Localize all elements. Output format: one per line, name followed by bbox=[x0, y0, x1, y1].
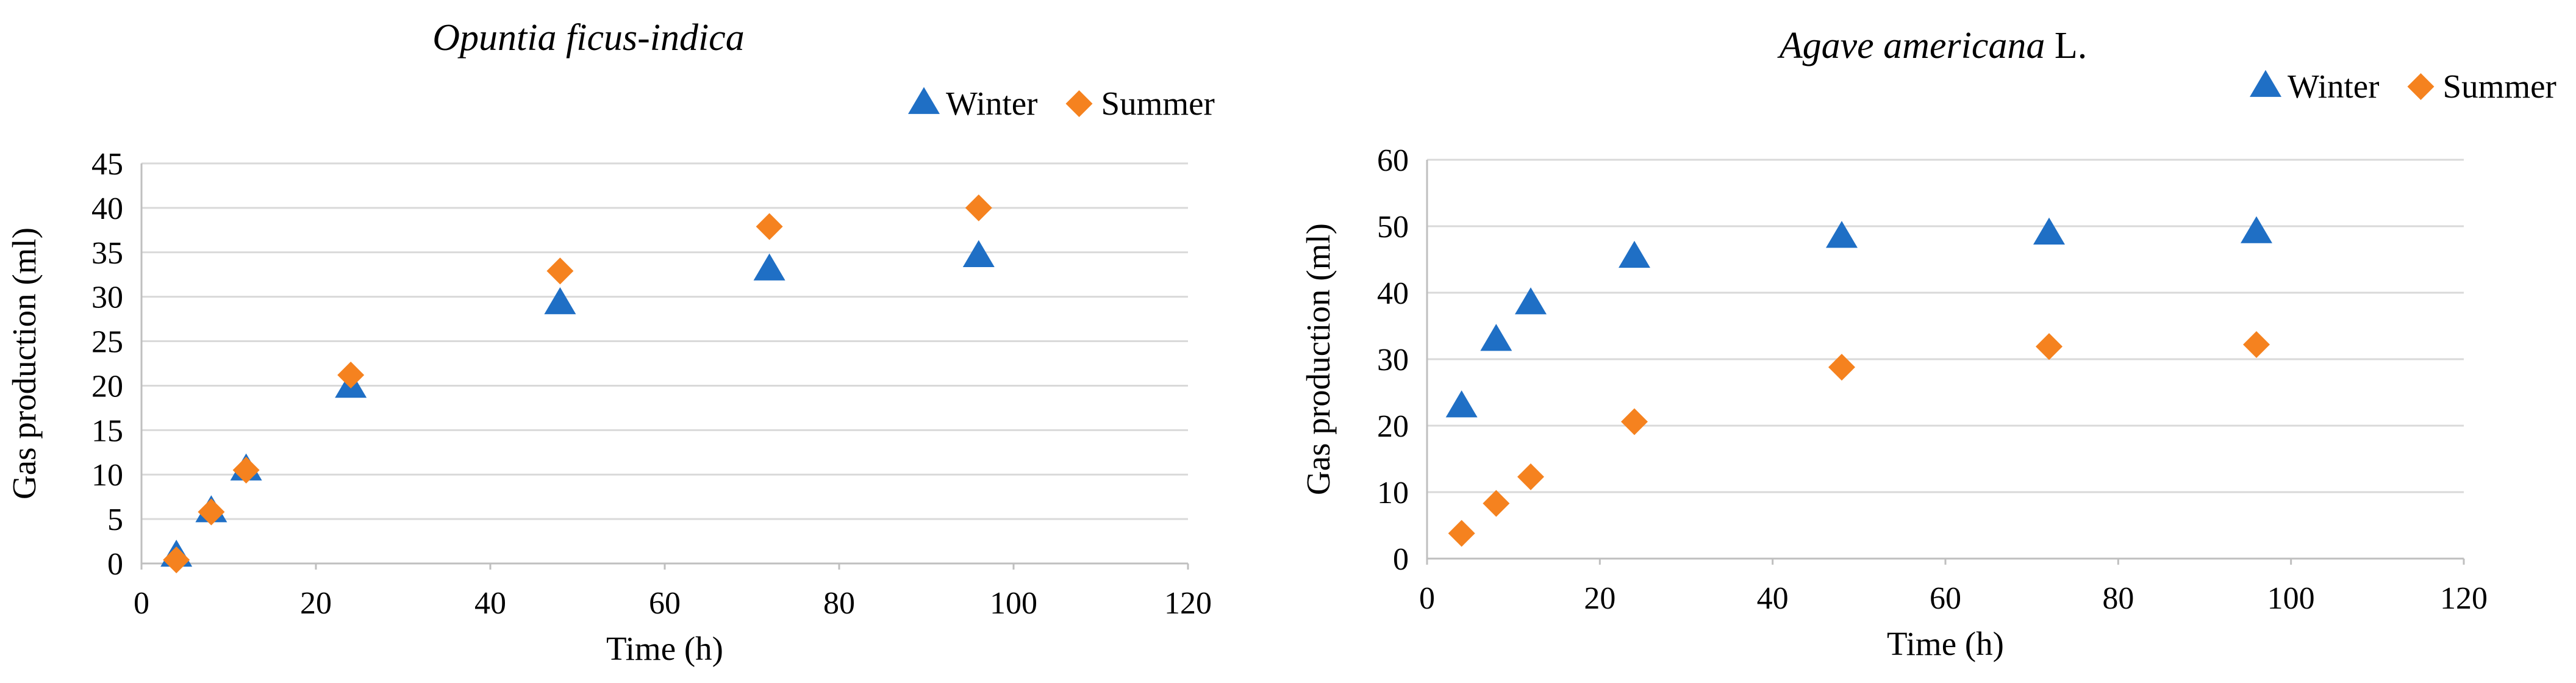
point-summer bbox=[198, 498, 225, 526]
point-winter bbox=[962, 240, 995, 267]
point-summer bbox=[1621, 408, 1648, 435]
x-tick-label: 100 bbox=[990, 586, 1037, 621]
legend-label-summer: Summer bbox=[2443, 68, 2556, 105]
point-summer bbox=[756, 213, 783, 240]
legend-marker-winter bbox=[908, 87, 940, 114]
y-axis-label: Gas production (ml) bbox=[1300, 223, 1337, 495]
y-tick-label: 30 bbox=[1377, 343, 1409, 377]
legend-marker-winter bbox=[2250, 70, 2281, 97]
x-tick-label: 80 bbox=[2102, 581, 2134, 616]
y-axis-label: Gas production (ml) bbox=[5, 227, 43, 499]
y-tick-label: 5 bbox=[107, 502, 123, 537]
chart-title: Opuntia ficus-indica bbox=[432, 17, 744, 59]
x-tick-label: 60 bbox=[649, 586, 681, 621]
point-winter bbox=[1445, 390, 1478, 418]
point-winter bbox=[1826, 221, 1858, 248]
series-summer bbox=[1448, 331, 2270, 547]
point-summer bbox=[1483, 490, 1510, 517]
point-summer bbox=[2243, 331, 2270, 359]
x-tick-label: 20 bbox=[300, 586, 332, 621]
legend-label-winter: Winter bbox=[946, 85, 1038, 122]
legend: Winter Summer bbox=[2250, 68, 2556, 105]
x-tick-label: 20 bbox=[1584, 581, 1615, 616]
y-tick-label: 0 bbox=[1393, 542, 1409, 577]
y-tick-label: 15 bbox=[91, 413, 123, 448]
legend-label-winter: Winter bbox=[2288, 68, 2380, 105]
y-tick-label: 10 bbox=[91, 458, 123, 493]
point-summer bbox=[232, 456, 260, 484]
x-axis-label: Time (h) bbox=[606, 630, 723, 667]
point-winter bbox=[1480, 324, 1512, 351]
legend-marker-summer bbox=[2407, 73, 2435, 100]
point-winter bbox=[2241, 216, 2272, 243]
y-tick-label: 45 bbox=[91, 147, 123, 182]
x-axis-label: Time (h) bbox=[1887, 625, 2004, 662]
x-tick-label: 120 bbox=[1164, 586, 1212, 621]
point-summer bbox=[1517, 463, 1544, 490]
point-winter bbox=[1619, 240, 1650, 268]
point-summer bbox=[1828, 354, 1855, 381]
series-summer bbox=[163, 194, 992, 574]
chart-title: Agave americana L. bbox=[1777, 25, 2087, 66]
y-tick-label: 25 bbox=[91, 325, 123, 360]
y-tick-label: 40 bbox=[91, 191, 123, 226]
point-winter bbox=[2033, 217, 2065, 245]
x-tick-label: 60 bbox=[1930, 581, 1961, 616]
point-summer bbox=[163, 546, 190, 574]
y-tick-label: 60 bbox=[1377, 143, 1409, 178]
series-winter bbox=[1445, 216, 2272, 418]
chart-2: Agave americana L. 0 10 20 30 40 50 60 0 20 40 60 80… bbox=[1300, 25, 2556, 662]
x-tick-label: 40 bbox=[474, 586, 506, 621]
y-tick-label: 20 bbox=[91, 369, 123, 404]
y-tick-label: 50 bbox=[1377, 210, 1409, 245]
series-winter bbox=[160, 240, 995, 567]
x-tick-label: 80 bbox=[823, 586, 855, 621]
point-summer bbox=[1448, 520, 1475, 547]
y-tick-label: 20 bbox=[1377, 409, 1409, 444]
point-winter bbox=[544, 287, 576, 315]
y-tick-label: 10 bbox=[1377, 476, 1409, 510]
y-tick-label: 0 bbox=[107, 547, 123, 582]
x-tick-label: 0 bbox=[1419, 581, 1435, 616]
legend-marker-summer bbox=[1065, 90, 1093, 117]
y-tick-label: 35 bbox=[91, 236, 123, 271]
point-winter bbox=[1515, 287, 1547, 315]
x-tick-label: 0 bbox=[134, 586, 149, 621]
x-tick-label: 120 bbox=[2440, 581, 2488, 616]
point-summer bbox=[546, 257, 574, 285]
point-winter bbox=[753, 253, 785, 281]
point-summer bbox=[337, 361, 365, 388]
chart-1: Opuntia ficus-indica 0 5 10 15 20 25 30 35 40 45 0 2… bbox=[5, 17, 1215, 667]
y-tick-label: 30 bbox=[91, 281, 123, 315]
legend-label-summer: Summer bbox=[1101, 85, 1215, 122]
legend: Winter Summer bbox=[908, 85, 1215, 122]
x-tick-label: 40 bbox=[1757, 581, 1789, 616]
x-tick-label: 100 bbox=[2267, 581, 2315, 616]
point-summer bbox=[2036, 333, 2063, 360]
point-summer bbox=[965, 194, 992, 221]
y-tick-label: 40 bbox=[1377, 276, 1409, 311]
